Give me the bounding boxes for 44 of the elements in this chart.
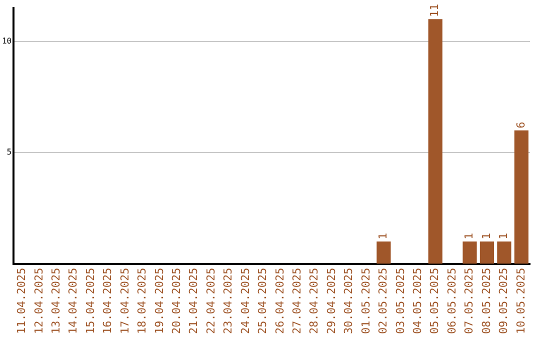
x-tick-label: 13.04.2025: [50, 268, 63, 334]
x-tick-label: 16.04.2025: [101, 268, 114, 334]
x-tick-label: 15.04.2025: [84, 268, 97, 334]
x-tick-label: 29.04.2025: [324, 268, 338, 334]
data-label: 1: [462, 232, 476, 240]
x-tick-label: 04.05.2025: [410, 268, 424, 334]
bar: [497, 242, 512, 264]
data-label: 1: [480, 232, 493, 240]
bar: [376, 242, 391, 264]
x-tick-label: 03.05.2025: [394, 268, 407, 334]
y-tick-label: 5: [6, 148, 12, 157]
x-tick-label: 14.04.2025: [66, 268, 80, 334]
x-tick-label: 02.05.2025: [376, 268, 390, 334]
x-tick-label: 01.05.2025: [359, 268, 372, 334]
x-tick-label: 06.05.2025: [445, 268, 458, 334]
bar: [462, 242, 477, 264]
x-tick-label: 09.05.2025: [497, 268, 510, 334]
data-label: 6: [514, 122, 528, 128]
x-tick-label: 25.04.2025: [256, 268, 270, 334]
bar: [428, 19, 442, 264]
x-tick-label: 17.04.2025: [118, 268, 132, 334]
x-tick-label: 28.04.2025: [308, 268, 321, 334]
x-tick-label: 12.04.2025: [32, 268, 46, 334]
x-tick-label: 21.04.2025: [187, 268, 200, 334]
y-tick-label: 10: [2, 36, 12, 46]
x-tick-label: 30.04.2025: [342, 268, 356, 334]
bar: [480, 242, 494, 264]
x-tick-label: 05.05.2025: [428, 268, 442, 334]
x-tick-label: 24.04.2025: [238, 268, 252, 334]
data-label: 1: [376, 232, 390, 240]
bar: [514, 130, 528, 264]
x-tick-label: 20.04.2025: [170, 268, 184, 334]
x-tick-label: 26.04.2025: [273, 268, 286, 334]
data-label: 1: [497, 232, 510, 240]
x-tick-label: 10.05.2025: [514, 268, 528, 334]
x-tick-label: 08.05.2025: [480, 268, 493, 334]
x-tick-label: 18.04.2025: [136, 268, 149, 334]
x-tick-label: 23.04.2025: [222, 268, 235, 334]
x-tick-label: 27.04.2025: [290, 268, 304, 334]
x-tick-label: 19.04.2025: [152, 268, 166, 334]
x-tick-label: 07.05.2025: [462, 268, 476, 334]
x-tick-label: 22.04.2025: [204, 268, 218, 334]
x-tick-label: 11.04.2025: [15, 268, 28, 334]
data-label: 11: [428, 4, 442, 18]
